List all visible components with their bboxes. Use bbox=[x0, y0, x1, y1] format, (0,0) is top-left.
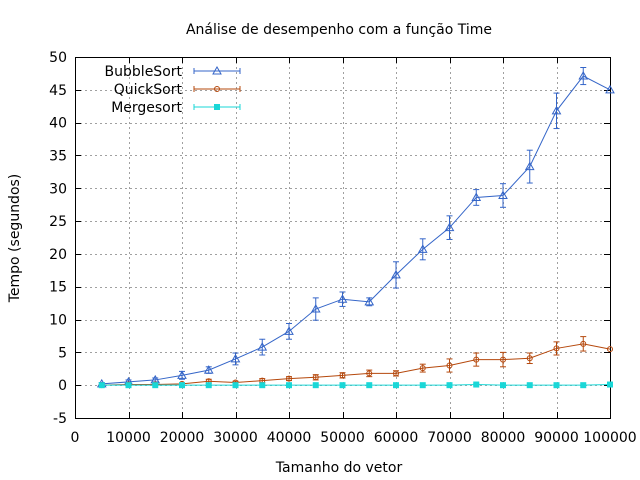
legend-label: BubbleSort bbox=[105, 64, 183, 80]
data-point bbox=[500, 356, 506, 363]
x-tick-label: 90000 bbox=[534, 430, 579, 446]
legend-label: QuickSort bbox=[114, 82, 183, 98]
x-tick-label: 20000 bbox=[160, 430, 205, 446]
data-point bbox=[286, 382, 292, 389]
data-point bbox=[259, 382, 266, 389]
x-axis-label: Tamanho do vetor bbox=[275, 460, 403, 476]
data-point bbox=[607, 381, 613, 388]
series-group bbox=[96, 67, 615, 389]
data-point bbox=[553, 382, 560, 389]
x-tick-label: 30000 bbox=[213, 430, 258, 446]
x-tick-label: 60000 bbox=[374, 430, 419, 446]
series-quicksort bbox=[98, 336, 613, 389]
data-point bbox=[446, 382, 453, 389]
data-point bbox=[580, 382, 587, 389]
data-point bbox=[605, 84, 615, 94]
data-point bbox=[473, 356, 480, 363]
data-point bbox=[125, 382, 132, 389]
data-point bbox=[393, 370, 399, 377]
legend-marker bbox=[214, 86, 220, 92]
axis-ticks: 0 10000 20000 30000 40000 50000 60000 70000 8000… bbox=[49, 50, 637, 446]
data-point bbox=[419, 365, 426, 372]
data-point bbox=[580, 340, 587, 347]
data-point bbox=[284, 326, 294, 335]
data-point bbox=[473, 381, 480, 388]
legend-marker bbox=[212, 65, 222, 75]
data-point bbox=[366, 370, 373, 377]
data-point bbox=[419, 382, 426, 389]
data-point bbox=[498, 190, 508, 199]
legend-item-mergesort: Mergesort bbox=[111, 100, 241, 116]
x-tick-label: 0 bbox=[71, 430, 80, 446]
data-point bbox=[337, 294, 348, 303]
data-point bbox=[366, 382, 373, 389]
x-tick-label: 50000 bbox=[320, 430, 365, 446]
data-point bbox=[524, 161, 535, 171]
y-tick-label: 40 bbox=[49, 116, 67, 132]
data-point bbox=[230, 353, 241, 363]
y-tick-label: 35 bbox=[49, 148, 67, 164]
data-point bbox=[551, 105, 562, 115]
data-point bbox=[179, 382, 185, 389]
data-point bbox=[500, 382, 506, 389]
chart-title: Análise de desempenho com a função Time bbox=[186, 22, 492, 38]
y-tick-label: 10 bbox=[49, 313, 67, 329]
y-tick-label: 20 bbox=[49, 247, 67, 263]
data-point bbox=[471, 192, 482, 201]
data-point bbox=[312, 374, 319, 381]
data-point bbox=[446, 362, 453, 369]
x-tick-label: 80000 bbox=[481, 430, 526, 446]
data-point bbox=[526, 355, 533, 362]
data-point bbox=[232, 382, 239, 389]
x-tick-label: 100000 bbox=[583, 430, 636, 446]
legend-label: Mergesort bbox=[111, 100, 182, 116]
data-point bbox=[393, 382, 399, 389]
data-point bbox=[152, 382, 159, 389]
series-line bbox=[101, 343, 611, 386]
data-point bbox=[310, 304, 321, 313]
y-tick-label: 0 bbox=[58, 378, 67, 394]
grid bbox=[75, 57, 610, 418]
y-tick-label: 15 bbox=[49, 280, 67, 296]
series-bubblesort bbox=[96, 67, 615, 388]
data-point bbox=[417, 244, 428, 253]
x-tick-label: 40000 bbox=[267, 430, 312, 446]
data-point bbox=[312, 382, 319, 389]
data-point bbox=[203, 365, 214, 374]
data-point bbox=[205, 382, 212, 389]
y-tick-label: 30 bbox=[49, 181, 67, 197]
data-point bbox=[578, 71, 589, 80]
y-axis-label: Tempo (segundos) bbox=[7, 174, 23, 304]
series-mergesort bbox=[98, 381, 613, 389]
data-point bbox=[339, 372, 346, 379]
legend: BubbleSort QuickSort Mergesort bbox=[105, 64, 241, 116]
data-point bbox=[98, 382, 105, 389]
data-point bbox=[364, 296, 375, 306]
data-point bbox=[553, 345, 560, 352]
y-tick-label: 50 bbox=[49, 50, 67, 66]
data-point bbox=[177, 370, 187, 379]
data-point bbox=[391, 269, 401, 279]
data-point bbox=[526, 382, 533, 389]
legend-item-bubblesort: BubbleSort bbox=[105, 64, 241, 80]
y-tick-label: -5 bbox=[53, 411, 67, 427]
legend-marker bbox=[214, 104, 220, 110]
y-tick-label: 45 bbox=[49, 83, 67, 99]
series-line bbox=[101, 384, 611, 386]
data-point bbox=[444, 222, 455, 232]
data-point bbox=[257, 342, 268, 351]
data-point bbox=[607, 346, 613, 353]
legend-item-quicksort: QuickSort bbox=[114, 82, 241, 98]
data-point bbox=[286, 375, 292, 382]
series-line bbox=[101, 75, 611, 385]
x-tick-label: 10000 bbox=[106, 430, 151, 446]
data-point bbox=[339, 382, 346, 389]
y-tick-label: 25 bbox=[49, 214, 67, 230]
x-tick-label: 70000 bbox=[427, 430, 472, 446]
y-tick-label: 5 bbox=[58, 345, 67, 361]
